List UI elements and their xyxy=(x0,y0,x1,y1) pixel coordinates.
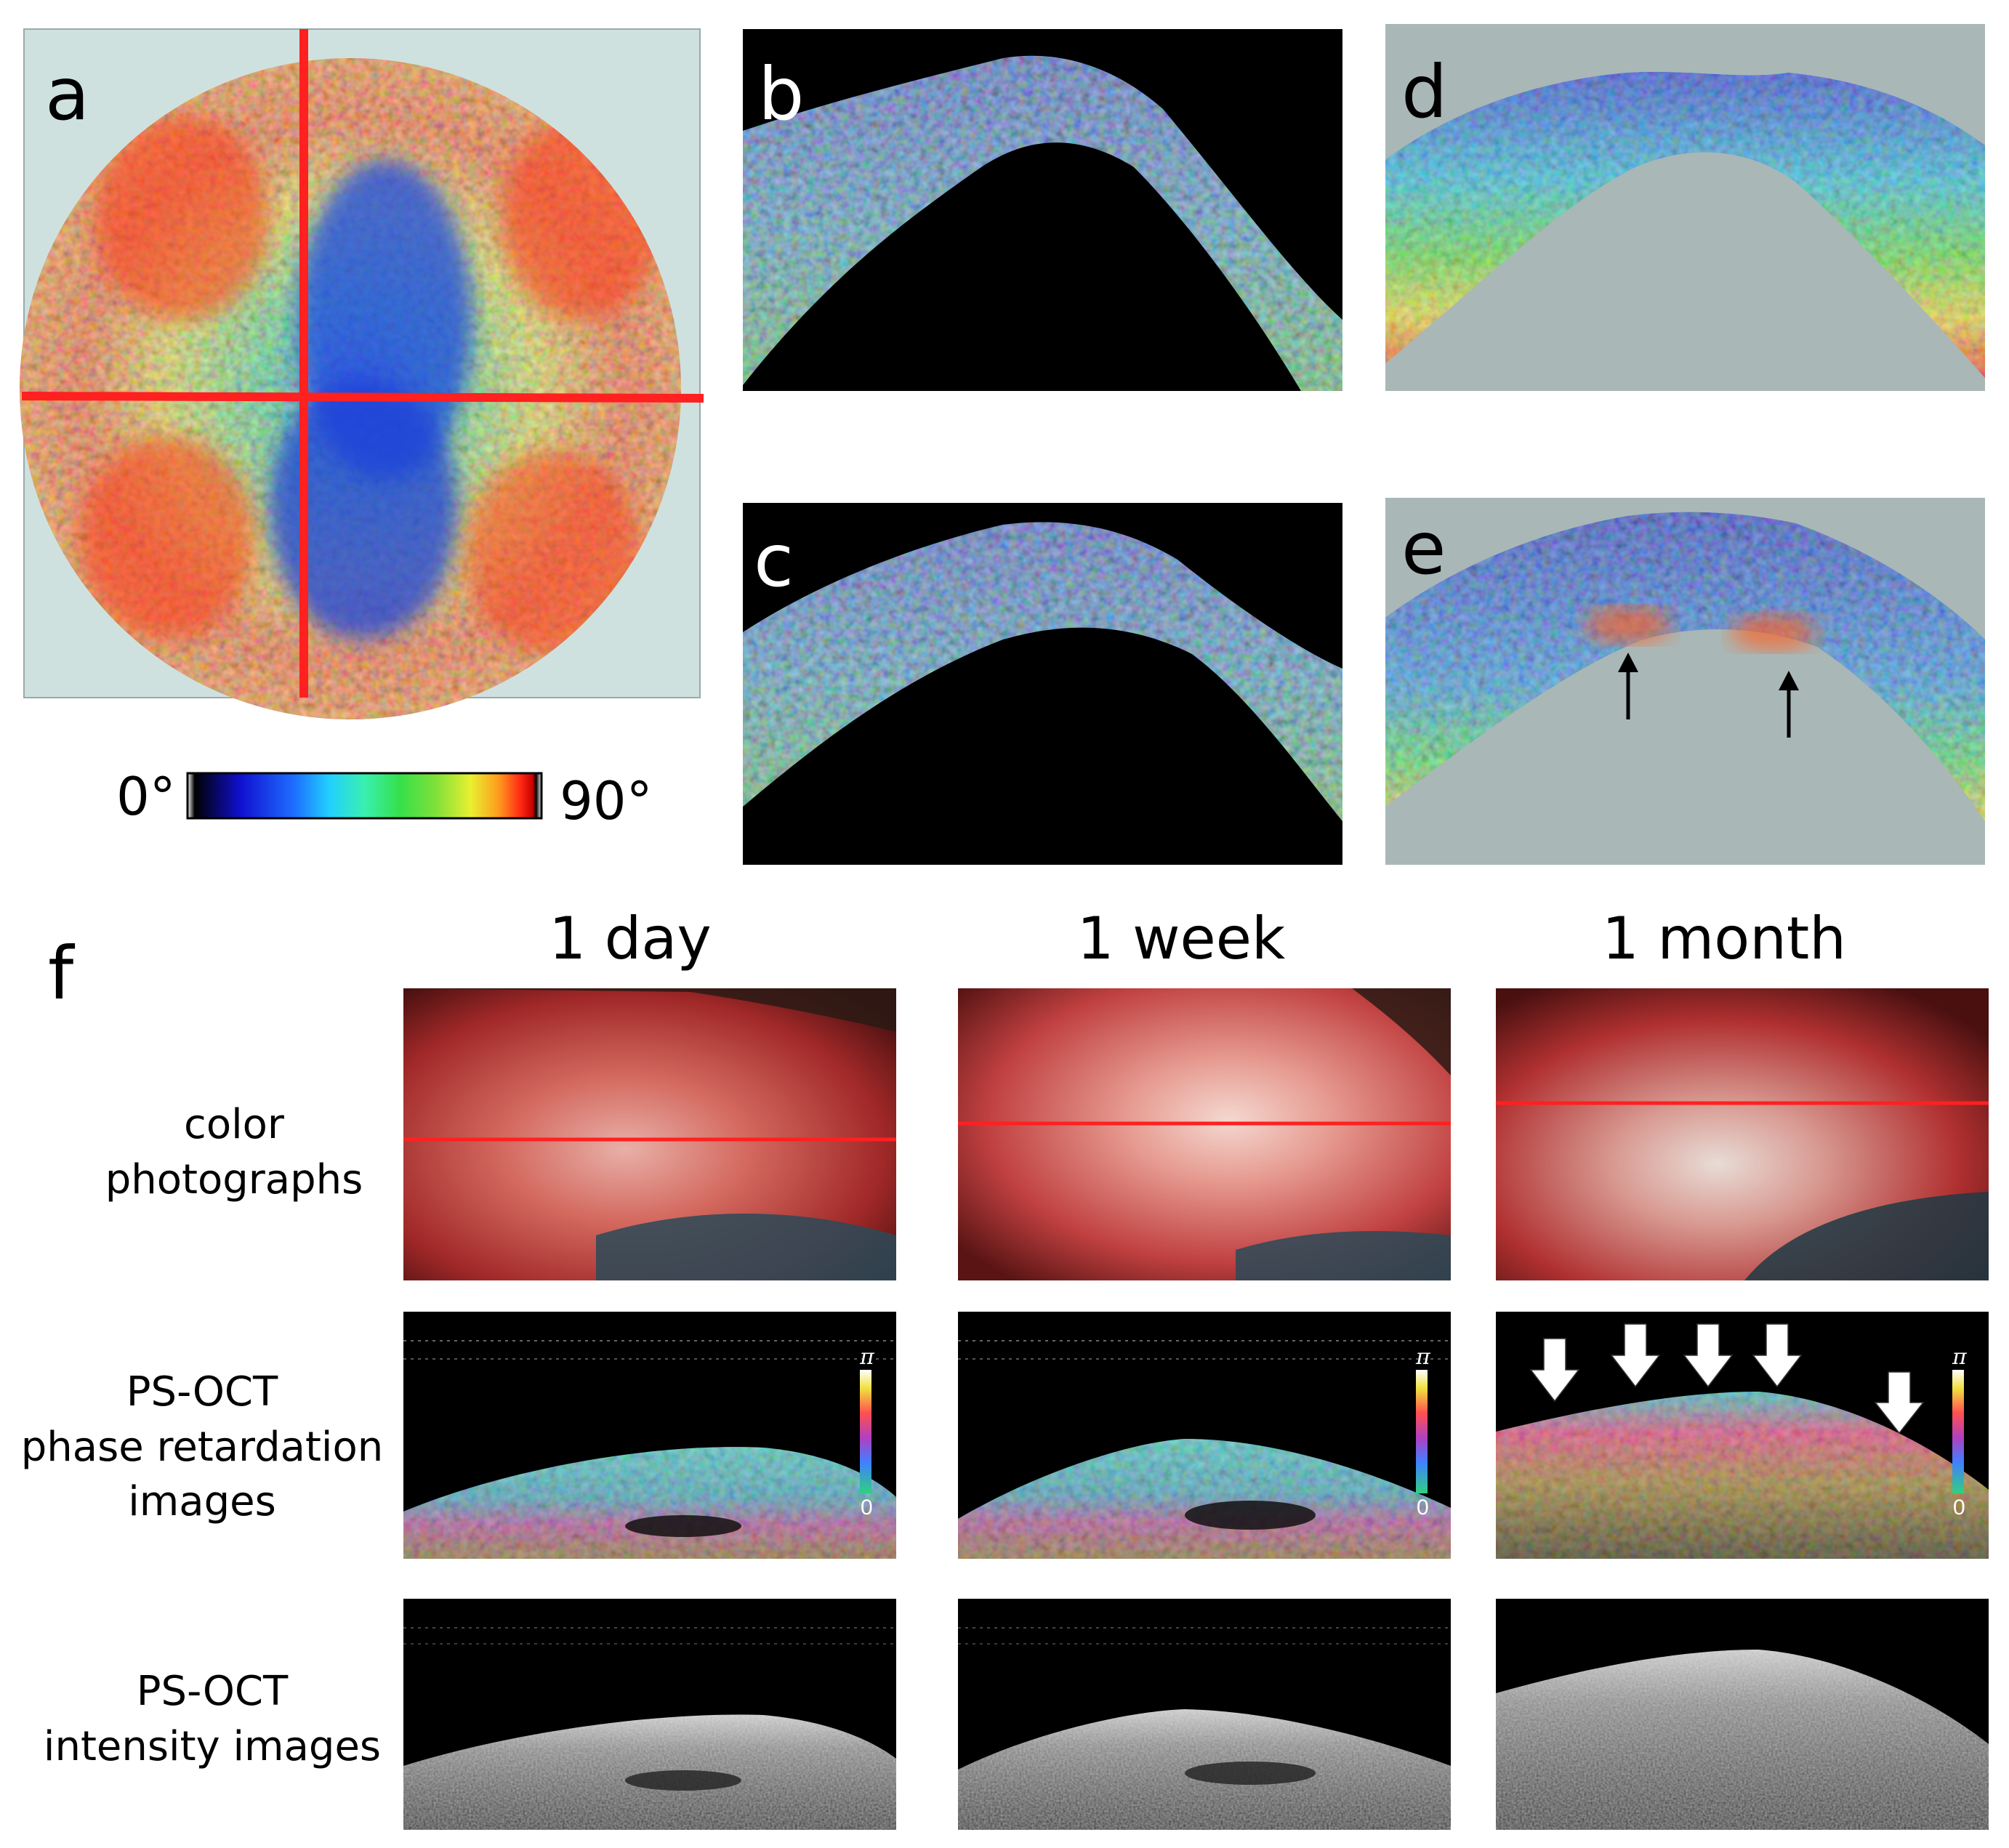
column-header-1-week: 1 week xyxy=(1076,905,1286,972)
scale-pi-label: π xyxy=(1952,1344,1967,1370)
psoct-phase-1-day xyxy=(403,1312,896,1559)
row-label-color-photographs: color photographs xyxy=(45,1097,423,1207)
panel-b-oct-bscan xyxy=(743,29,1342,391)
black-arrow-icon xyxy=(1618,653,1638,719)
row-label-line: phase retardation xyxy=(20,1423,384,1471)
panel-label-b: b xyxy=(758,52,805,137)
white-arrow-icon xyxy=(1874,1371,1925,1435)
row-label-intensity: PS-OCT intensity images xyxy=(23,1664,401,1774)
psoct-intensity-1-month xyxy=(1496,1599,1989,1830)
panel-a-en-face-map xyxy=(20,28,704,719)
white-arrow-icon xyxy=(1683,1323,1734,1388)
photo-1-month xyxy=(1496,988,1989,1280)
panel-label-d: d xyxy=(1401,49,1448,134)
photo-1-week xyxy=(958,988,1451,1280)
scale-zero-label: 0 xyxy=(861,1496,873,1520)
row-label-line: images xyxy=(128,1478,276,1526)
psoct-intensity-1-day xyxy=(403,1599,896,1830)
photo-1-day xyxy=(403,988,896,1280)
row-label-line: PS-OCT xyxy=(126,1368,278,1416)
psoct-phase-1-month xyxy=(1496,1312,1989,1559)
row-label-phase-retardation: PS-OCT phase retardation images xyxy=(13,1365,391,1530)
panel-e-oct-bscan xyxy=(1385,498,1985,865)
scan-line-horizontal xyxy=(21,392,704,403)
white-arrow-icon xyxy=(1529,1338,1580,1403)
panel-label-c: c xyxy=(754,518,794,603)
white-arrow-icon xyxy=(1610,1323,1661,1388)
colorbar-min-label: 0° xyxy=(116,766,176,827)
column-header-1-day: 1 day xyxy=(549,905,712,972)
panel-label-e: e xyxy=(1401,506,1446,591)
panel-d-oct-bscan xyxy=(1385,24,1985,391)
panel-c-oct-bscan xyxy=(743,503,1342,865)
psoct-phase-1-week xyxy=(958,1312,1451,1559)
retardation-colorbar xyxy=(186,772,543,820)
column-header-1-month: 1 month xyxy=(1602,905,1846,972)
scale-pi-label: π xyxy=(1416,1344,1430,1370)
white-arrow-icon xyxy=(1752,1323,1803,1388)
scale-zero-label: 0 xyxy=(1417,1496,1429,1520)
row-label-line: color xyxy=(184,1101,284,1148)
colorbar-max-label: 90° xyxy=(560,770,653,831)
panel-label-a: a xyxy=(45,52,90,137)
panel-label-f: f xyxy=(48,931,74,1016)
psoct-intensity-1-week xyxy=(958,1599,1451,1830)
row-label-line: photographs xyxy=(105,1155,363,1203)
scale-pi-label: π xyxy=(860,1344,874,1370)
row-label-line: PS-OCT xyxy=(136,1668,289,1715)
black-arrow-icon xyxy=(1779,671,1799,738)
scale-zero-label: 0 xyxy=(1953,1496,1965,1520)
row-label-line: intensity images xyxy=(43,1722,382,1770)
